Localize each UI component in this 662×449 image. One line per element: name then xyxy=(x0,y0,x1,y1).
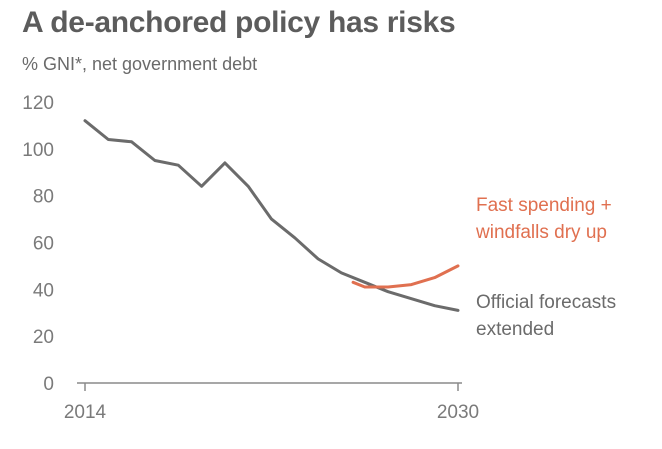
x-axis: 2014 2030 xyxy=(64,383,479,423)
series-label-line: extended xyxy=(476,319,554,340)
y-tick-label: 0 xyxy=(43,374,54,395)
series-label-line: windfalls dry up xyxy=(475,222,607,243)
official-series-label: Official forecasts extended xyxy=(476,292,616,340)
series-lines xyxy=(83,119,460,312)
series-label-line: Official forecasts xyxy=(476,292,616,313)
x-tick-label: 2014 xyxy=(64,402,107,423)
x-tick-label: 2030 xyxy=(437,402,479,423)
y-tick-label: 100 xyxy=(22,140,54,161)
y-tick-label: 60 xyxy=(33,234,54,255)
y-tick-label: 40 xyxy=(33,280,54,301)
chart-subtitle: % GNI*, net government debt xyxy=(22,54,258,74)
y-axis: 0 20 40 60 80 100 120 xyxy=(22,93,54,395)
y-tick-label: 20 xyxy=(33,327,54,348)
series-labels: Official forecasts extended Fast spending … xyxy=(475,195,616,340)
y-tick-label: 80 xyxy=(33,187,54,208)
y-tick-label: 120 xyxy=(22,93,54,114)
risk-scenario-line xyxy=(351,264,460,289)
risk-series-label: Fast spending + windfalls dry up xyxy=(475,195,612,243)
official-forecast-line xyxy=(83,119,460,312)
series-label-line: Fast spending + xyxy=(476,195,612,216)
chart-title: A de-anchored policy has risks xyxy=(22,6,456,39)
